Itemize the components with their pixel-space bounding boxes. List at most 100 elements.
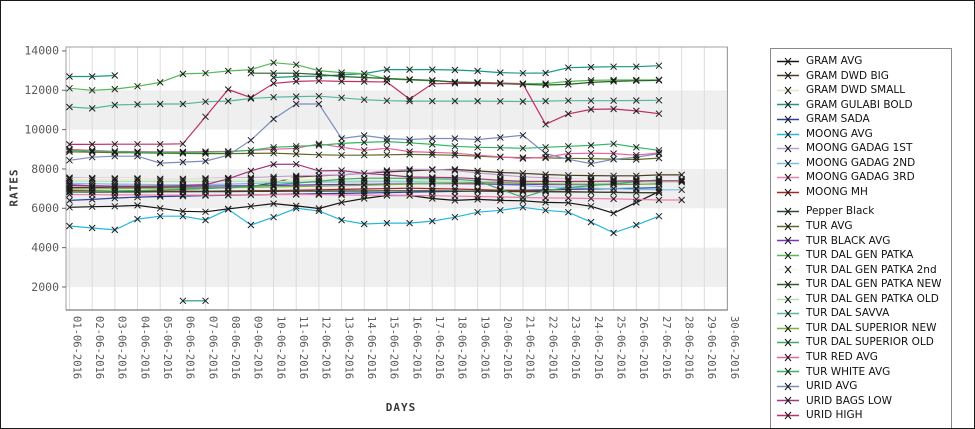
series-line — [69, 163, 682, 187]
legend-line-marker-icon — [777, 173, 799, 182]
legend-item-tur-dal-gen-patka-old[interactable]: TUR DAL GEN PATKA OLD — [771, 292, 951, 307]
series-line — [69, 181, 682, 191]
legend-label: GRAM SADA — [806, 113, 870, 126]
legend-line-marker-icon — [777, 86, 799, 95]
x-tick-label: 08-06-2016 — [229, 316, 241, 379]
legend-item-moong-gadag-2nd[interactable]: MOONG GADAG 2ND — [771, 156, 951, 171]
legend-label: URID AVG — [806, 380, 858, 393]
legend-item-pepper-black[interactable]: Pepper Black — [771, 204, 951, 219]
y-tick-label: 4000 — [31, 240, 59, 254]
legend-item-urid-avg[interactable]: URID AVG — [771, 379, 951, 394]
legend-label: GRAM DWD BIG — [806, 69, 889, 82]
legend-item-tur-dal-savva[interactable]: TUR DAL SAVVA — [771, 306, 951, 321]
legend-item-tur-dal-superior-old[interactable]: TUR DAL SUPERIOR OLD — [771, 335, 951, 350]
x-tick-label: 25-06-2016 — [614, 316, 626, 379]
legend-label: TUR DAL SUPERIOR OLD — [806, 336, 934, 349]
legend-label: GRAM AVG — [806, 55, 863, 68]
legend-item-tur-dal-gen-patka-new[interactable]: TUR DAL GEN PATKA NEW — [771, 277, 951, 292]
legend-item-moong-gadag-3rd[interactable]: MOONG GADAG 3RD — [771, 170, 951, 185]
legend-line-marker-icon — [777, 382, 799, 391]
x-tick-label: 21-06-2016 — [524, 316, 536, 379]
legend-label: MOONG MH — [806, 185, 868, 198]
legend-label: TUR DAL GEN PATKA NEW — [806, 278, 942, 291]
legend-item-moong-mh[interactable]: MOONG MH — [771, 185, 951, 200]
legend-line-marker-icon — [777, 353, 799, 362]
y-tick-label: 6000 — [31, 201, 59, 215]
legend-line-marker-icon — [777, 411, 799, 420]
legend-item-tur-avg[interactable]: TUR AVG — [771, 219, 951, 234]
legend-label: MOONG GADAG 2ND — [806, 156, 916, 169]
legend-label: TUR DAL SAVVA — [806, 307, 890, 320]
legend-label: URID HIGH — [806, 409, 863, 422]
x-tick-label: 15-06-2016 — [388, 316, 400, 379]
legend-label: TUR DAL GEN PATKA 2nd — [806, 263, 937, 276]
x-tick-label: 22-06-2016 — [546, 316, 558, 379]
y-tick-label: 10000 — [24, 122, 59, 136]
legend-item-gram-sada[interactable]: GRAM SADA — [771, 112, 951, 127]
legend-line-marker-icon — [777, 144, 799, 153]
legend-line-marker-icon — [777, 338, 799, 347]
legend-item-tur-dal-gen-patka[interactable]: TUR DAL GEN PATKA — [771, 248, 951, 263]
legend-item-gram-dwd-small[interactable]: GRAM DWD SMALL — [771, 83, 951, 98]
legend-label: TUR DAL GEN PATKA — [806, 249, 914, 262]
y-tick-label: 2000 — [31, 280, 59, 294]
x-tick-label: 30-06-2016 — [728, 316, 740, 379]
y-axis-title: RATES — [7, 168, 21, 207]
legend-line-marker-icon — [777, 207, 799, 216]
legend-label: TUR AVG — [806, 220, 853, 233]
legend-item-tur-dal-superior-new[interactable]: TUR DAL SUPERIOR NEW — [771, 321, 951, 336]
y-tick-label: 8000 — [31, 162, 59, 176]
x-tick-label: 13-06-2016 — [342, 316, 354, 379]
x-tick-label: 11-06-2016 — [297, 316, 309, 379]
legend-line-marker-icon — [777, 295, 799, 303]
legend-item-tur-black-avg[interactable]: TUR BLACK AVG — [771, 234, 951, 249]
legend-label: GRAM GULABI BOLD — [806, 98, 913, 111]
legend-line-marker-icon — [777, 280, 799, 289]
legend-item-tur-dal-gen-patka-2nd[interactable]: TUR DAL GEN PATKA 2nd — [771, 263, 951, 278]
x-axis-title: DAYS — [385, 401, 417, 414]
x-tick-label: 04-06-2016 — [138, 316, 150, 379]
x-tick-label: 12-06-2016 — [320, 316, 332, 379]
x-tick-label: 06-06-2016 — [184, 316, 196, 379]
legend-label: TUR BLACK AVG — [806, 234, 891, 247]
x-tick-label: 03-06-2016 — [116, 316, 128, 379]
x-tick-label: 01-06-2016 — [70, 316, 82, 379]
x-tick-label: 10-06-2016 — [274, 316, 286, 379]
legend-item-tur-red-avg[interactable]: TUR RED AVG — [771, 350, 951, 365]
x-tick-label: 18-06-2016 — [456, 316, 468, 379]
legend-item-tur-white-avg[interactable]: TUR WHITE AVG — [771, 364, 951, 379]
x-tick-label: 24-06-2016 — [592, 316, 604, 379]
plot-band — [66, 247, 727, 287]
legend-item-gram-gulabi-bold[interactable]: GRAM GULABI BOLD — [771, 98, 951, 113]
legend-label: MOONG AVG — [806, 127, 873, 140]
x-tick-label: 27-06-2016 — [660, 316, 672, 379]
legend-item-urid-high[interactable]: URID HIGH — [771, 408, 951, 423]
x-tick-label: 14-06-2016 — [365, 316, 377, 379]
x-tick-label: 20-06-2016 — [501, 316, 513, 379]
legend-line-marker-icon — [777, 130, 799, 138]
legend-item-gram-avg[interactable]: GRAM AVG — [771, 54, 951, 69]
legend-label: TUR WHITE AVG — [806, 365, 891, 378]
legend: GRAM AVG GRAM DWD BIG GRAM DWD SMALL GRAM G… — [770, 48, 952, 428]
legend-item-moong-avg[interactable]: MOONG AVG — [771, 127, 951, 142]
legend-line-marker-icon — [777, 397, 799, 405]
y-tick-label: 14000 — [24, 44, 59, 58]
legend-label: Pepper Black — [806, 205, 875, 218]
x-tick-label: 29-06-2016 — [705, 316, 717, 379]
legend-line-marker-icon — [777, 309, 799, 318]
legend-line-marker-icon — [777, 159, 799, 167]
legend-line-marker-icon — [777, 324, 799, 332]
legend-line-marker-icon — [777, 237, 799, 245]
x-tick-label: 19-06-2016 — [478, 316, 490, 379]
legend-item-urid-bags-low[interactable]: URID BAGS LOW — [771, 394, 951, 409]
x-tick-label: 26-06-2016 — [637, 316, 649, 379]
legend-line-marker-icon — [777, 222, 799, 231]
x-tick-label: 17-06-2016 — [433, 316, 445, 379]
legend-label: GRAM DWD SMALL — [806, 84, 906, 97]
legend-line-marker-icon — [777, 101, 799, 109]
legend-item-gram-dwd-big[interactable]: GRAM DWD BIG — [771, 69, 951, 84]
legend-line-marker-icon — [777, 115, 799, 124]
legend-item-moong-gadag-1st[interactable]: MOONG GADAG 1ST — [771, 141, 951, 156]
legend-label: URID BAGS LOW — [806, 394, 892, 407]
